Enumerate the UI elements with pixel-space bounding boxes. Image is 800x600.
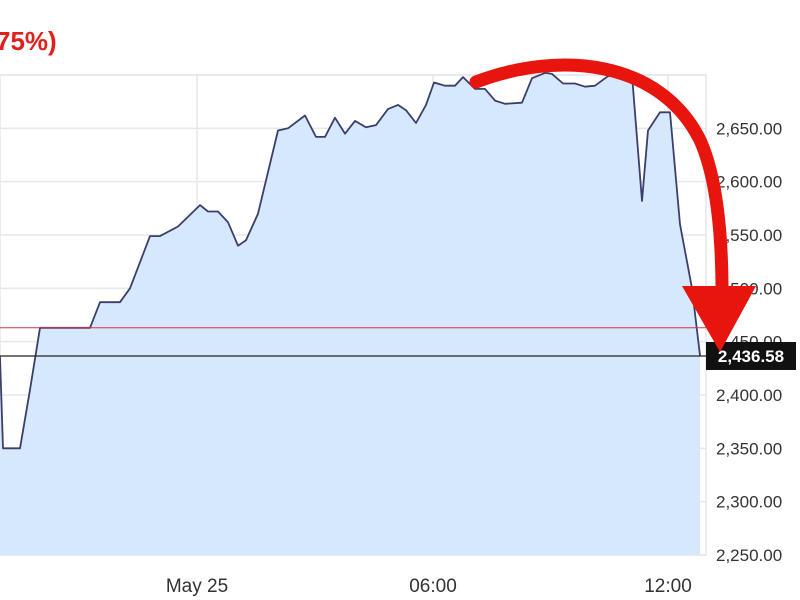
x-tick-label: 06:00 [409, 576, 457, 597]
x-tick-label: 12:00 [644, 576, 692, 597]
y-tick-label: 2,650.00 [716, 119, 782, 138]
x-tick-label: May 25 [166, 576, 228, 597]
y-tick-label: 2,350.00 [716, 439, 782, 458]
y-tick-label: 2,550.00 [716, 226, 782, 245]
red-arrow-curve [469, 58, 729, 299]
series-line [0, 72, 701, 450]
y-tick-label: 2,400.00 [716, 386, 782, 405]
y-tick-label: 2,600.00 [716, 173, 782, 192]
change-percent-label: 75%) [0, 26, 57, 56]
series-area [0, 72, 700, 556]
y-tick-label: 2,300.00 [716, 493, 782, 512]
y-tick-label: 2,250.00 [716, 546, 782, 565]
red-arrow-head [682, 286, 756, 352]
current-value-label: 2,436.58 [718, 347, 784, 366]
